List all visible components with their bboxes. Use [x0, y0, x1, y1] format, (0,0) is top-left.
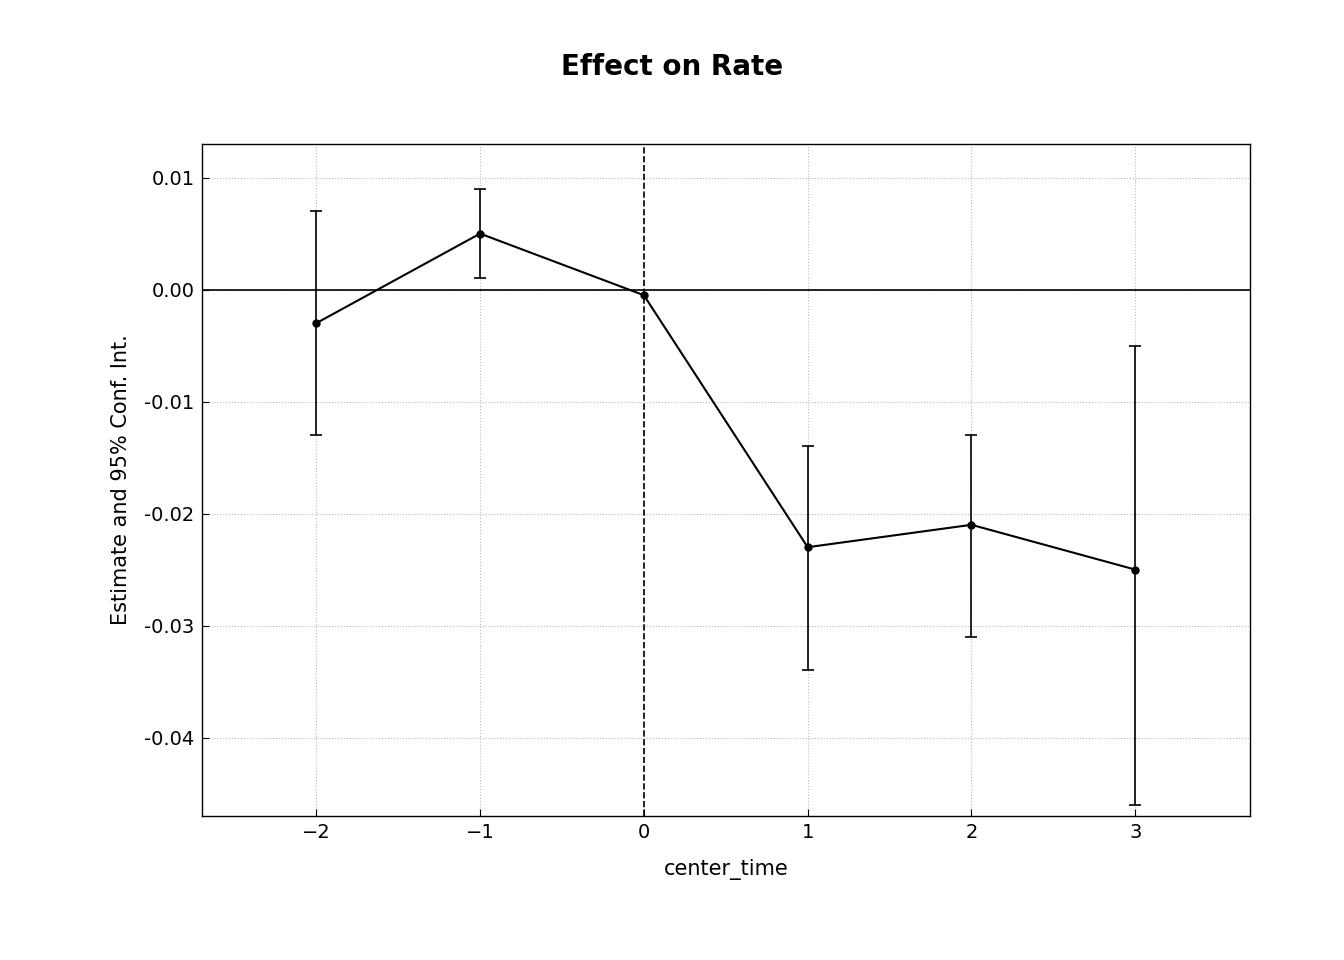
Y-axis label: Estimate and 95% Conf. Int.: Estimate and 95% Conf. Int. — [110, 335, 130, 625]
Point — [1125, 562, 1146, 577]
Text: Effect on Rate: Effect on Rate — [560, 53, 784, 82]
Point — [961, 517, 982, 533]
Point — [469, 226, 491, 241]
Point — [305, 316, 327, 331]
X-axis label: center_time: center_time — [664, 858, 788, 879]
Point — [633, 287, 655, 302]
Point — [797, 540, 818, 555]
